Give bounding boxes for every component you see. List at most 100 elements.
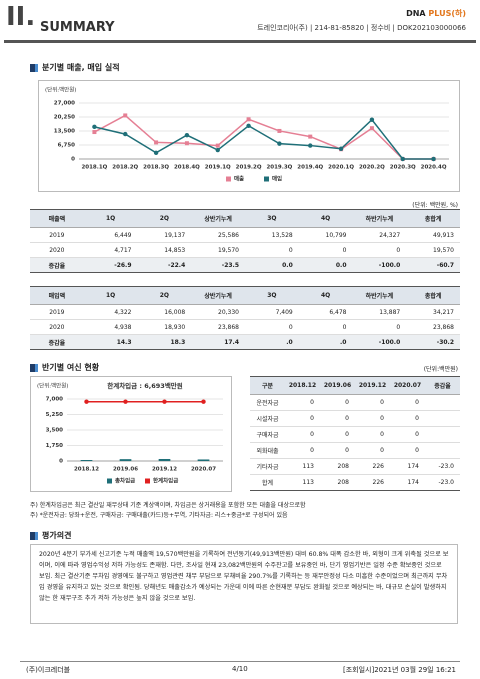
note: 주) *운전자금: 당좌+운전, 구매자금: 구매대출(카드)등+무역, 기타자… [30, 512, 288, 519]
y-tick-label: 13,500 [54, 129, 75, 135]
table-cell: -22.4 [137, 257, 192, 273]
point [215, 147, 220, 153]
point [123, 399, 128, 404]
table-cell: 6,449 [83, 227, 138, 243]
table-cell: 23,868 [406, 319, 460, 335]
table-cell: 0 [285, 410, 320, 427]
table-cell: 0 [320, 410, 355, 427]
point [153, 150, 159, 155]
point [369, 117, 375, 122]
x-tick-label: 2020.4Q [421, 165, 447, 171]
point [400, 156, 405, 162]
table-cell: 0 [320, 394, 355, 411]
header-cell: 총합계 [406, 286, 460, 305]
company-info: 트레인코리아(주) | 214-81-85820 | 정수비 | DOK2021… [257, 24, 466, 32]
table-cell: 0 [285, 426, 320, 443]
table-cell: 0 [298, 242, 353, 258]
point [277, 141, 282, 146]
table-cell: 운전자금 [250, 394, 285, 411]
legend-label: 한계차입금 [153, 477, 178, 485]
note: 주) 한계차입금은 최근 결산일 재무상태 기준 계상액이며, 차입금은 상거래… [30, 502, 306, 509]
section-title: 분기별 매출, 매입 실적 [42, 63, 120, 72]
x-tick-label: 2020.2Q [359, 165, 385, 171]
table-cell: 10,799 [298, 227, 353, 243]
y-tick-label: 6,750 [58, 143, 76, 149]
table-row: 기타자금 113 208 226 174 -23.0 [250, 458, 460, 475]
x-tick-label: 2018.1Q [81, 165, 107, 171]
table-cell: 0 [245, 319, 299, 335]
point [246, 123, 251, 128]
table-cell [425, 394, 460, 411]
table-cell: -60.7 [406, 257, 460, 273]
table-cell: 14,853 [137, 242, 192, 258]
legend-swatch [226, 176, 231, 182]
table-cell: 0 [352, 242, 407, 258]
table-cell: 증감율 [30, 334, 84, 350]
point [308, 134, 313, 139]
table-cell: 49,913 [406, 227, 460, 243]
header-cell: 4Q [298, 209, 353, 228]
table-cell: 6,478 [298, 304, 353, 320]
table-row: 2020 4,717 14,853 19,570 0 0 0 19,570 [30, 242, 460, 258]
footer-rule [20, 661, 460, 662]
legend-swatch [264, 176, 269, 182]
header-cell: 상반기누계 [191, 209, 245, 228]
table-cell: 19,570 [191, 242, 245, 258]
table-cell: 113 [285, 458, 320, 475]
chart-title: 한계차입금 : 6,693백만원 [107, 381, 183, 390]
x-tick-label: 2019.1Q [205, 165, 231, 171]
legend-swatch [107, 478, 112, 484]
table-cell: -23.5 [191, 257, 245, 273]
table-cell: 17.4 [191, 334, 245, 350]
header-row: 매입액 1Q 2Q 상반기누계 3Q 4Q 하반기누계 총합계 [30, 286, 460, 305]
section-heading: 평가의견 [30, 530, 71, 541]
table-cell: 0 [390, 426, 425, 443]
loan-table: 구분 2018.12 2019.06 2019.12 2020.07 증감율 운전자금 0 0 0… [250, 376, 460, 491]
table-cell: 0 [355, 442, 390, 459]
table-cell: 2019 [30, 304, 84, 320]
table-cell: 0 [320, 426, 355, 443]
footer-page: 4/10 [232, 665, 248, 673]
table-cell: 0 [285, 442, 320, 459]
table-cell: 2019 [30, 227, 84, 243]
x-tick-label: 2018.2Q [112, 165, 138, 171]
table-cell: 0 [355, 410, 390, 427]
table-cell: 0 [298, 319, 353, 335]
y-tick-label: 3,500 [46, 428, 64, 434]
table-cell: 4,322 [83, 304, 138, 320]
point [277, 128, 282, 133]
brand: DNA PLUS(하) [406, 8, 466, 19]
unit-label: (단위:백만원) [37, 382, 68, 390]
x-tick-label: 2019.4Q [297, 165, 323, 171]
table-cell: 16,008 [137, 304, 192, 320]
line-series [94, 118, 434, 160]
bar [158, 458, 171, 461]
footer-company: (주)이크레더블 [26, 666, 71, 674]
table-cell: -100.0 [352, 334, 407, 350]
point [162, 399, 167, 404]
table-row: 시설자금 0 0 0 0 [250, 410, 460, 427]
point [184, 141, 189, 146]
section-heading: 분기별 매출, 매입 실적 [30, 62, 120, 73]
table-cell: 0 [390, 394, 425, 411]
x-tick-label: 2018.12 [74, 467, 99, 473]
bar [119, 459, 132, 461]
table-cell: 208 [320, 474, 355, 491]
point [123, 113, 128, 118]
table-cell: 174 [390, 474, 425, 491]
x-tick-label: 2019.06 [113, 467, 138, 473]
header-cell: 3Q [245, 286, 299, 305]
legend-swatch [145, 478, 150, 484]
table-cell: 0.0 [245, 257, 299, 273]
point [431, 156, 436, 162]
header-cell: 2Q [137, 209, 192, 228]
table-cell: 0 [285, 394, 320, 411]
table-row: 증감율 -26.9 -22.4 -23.5 0.0 0.0 -100.0 -60.7 [30, 257, 460, 273]
header-cell: 2020.07 [390, 376, 425, 395]
x-tick-label: 2018.4Q [174, 165, 200, 171]
point [84, 399, 89, 404]
table-cell: 4,938 [83, 319, 138, 335]
table-cell [425, 426, 460, 443]
table-cell: -30.2 [406, 334, 460, 350]
